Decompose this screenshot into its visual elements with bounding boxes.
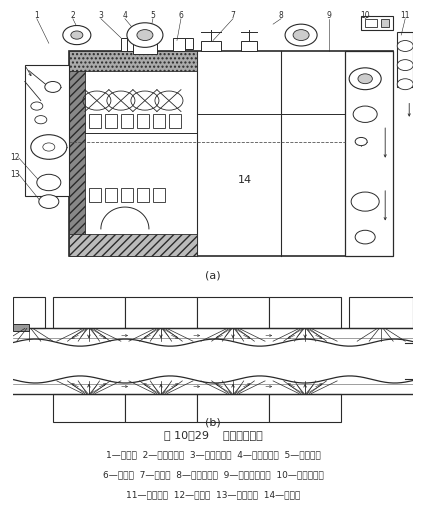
Circle shape bbox=[353, 106, 377, 122]
Circle shape bbox=[31, 102, 43, 110]
Bar bbox=[269, 394, 341, 422]
Circle shape bbox=[355, 138, 367, 145]
Text: 6: 6 bbox=[178, 12, 184, 20]
Text: (a): (a) bbox=[205, 270, 221, 280]
Bar bbox=[397, 33, 413, 87]
Bar bbox=[173, 38, 185, 51]
Bar bbox=[89, 114, 101, 128]
Bar bbox=[153, 114, 165, 128]
Circle shape bbox=[351, 192, 379, 211]
Bar bbox=[185, 38, 193, 49]
Circle shape bbox=[355, 230, 375, 244]
Bar bbox=[349, 297, 413, 329]
Circle shape bbox=[39, 195, 59, 208]
Bar bbox=[53, 394, 125, 422]
Text: 2: 2 bbox=[70, 12, 75, 20]
Bar bbox=[197, 394, 269, 422]
Bar bbox=[241, 40, 257, 51]
Text: 13: 13 bbox=[10, 170, 20, 179]
Circle shape bbox=[349, 68, 381, 90]
Text: 5: 5 bbox=[150, 12, 155, 20]
Text: 11: 11 bbox=[400, 12, 410, 20]
Bar bbox=[69, 51, 393, 256]
Bar bbox=[365, 19, 377, 27]
Text: 7: 7 bbox=[230, 12, 236, 20]
Bar bbox=[137, 188, 149, 202]
Text: 14: 14 bbox=[238, 175, 252, 185]
Bar bbox=[105, 114, 117, 128]
Circle shape bbox=[358, 74, 372, 83]
Circle shape bbox=[71, 31, 83, 39]
Bar bbox=[137, 114, 149, 128]
Text: 12: 12 bbox=[10, 153, 20, 162]
Text: 6—上风嘴  7—排气口  8—风机电动机  9—输送网电动机  10—出绸电动机: 6—上风嘴 7—排气口 8—风机电动机 9—输送网电动机 10—出绸电动机 bbox=[103, 470, 323, 480]
Bar bbox=[25, 65, 69, 196]
Bar bbox=[201, 40, 221, 51]
Bar bbox=[269, 297, 341, 329]
Circle shape bbox=[397, 40, 413, 51]
Bar bbox=[105, 188, 117, 202]
Bar bbox=[169, 114, 181, 128]
Bar bbox=[53, 297, 125, 329]
Circle shape bbox=[127, 23, 163, 47]
Text: 10: 10 bbox=[360, 12, 370, 20]
Bar bbox=[345, 51, 393, 256]
Circle shape bbox=[31, 135, 67, 159]
Text: 11—出绸装置  12—下风嘴  13—下稳压箱  14—传送网: 11—出绸装置 12—下风嘴 13—下稳压箱 14—传送网 bbox=[126, 490, 300, 500]
Bar bbox=[13, 297, 45, 329]
Circle shape bbox=[285, 24, 317, 46]
Circle shape bbox=[35, 116, 47, 124]
Bar bbox=[125, 394, 197, 422]
Text: 3: 3 bbox=[98, 12, 104, 20]
Text: 图 10－29    气垫式烘燥机: 图 10－29 气垫式烘燥机 bbox=[164, 430, 262, 440]
Circle shape bbox=[293, 29, 309, 40]
Text: 8: 8 bbox=[279, 12, 283, 20]
Bar bbox=[133, 38, 157, 54]
Bar bbox=[381, 19, 389, 27]
Bar bbox=[125, 297, 197, 329]
Text: 1: 1 bbox=[35, 12, 39, 20]
Circle shape bbox=[63, 26, 91, 45]
Bar bbox=[121, 38, 133, 51]
Circle shape bbox=[397, 60, 413, 70]
Text: 4: 4 bbox=[122, 12, 127, 20]
Text: 9: 9 bbox=[327, 12, 331, 20]
Bar bbox=[121, 114, 133, 128]
Bar bbox=[153, 188, 165, 202]
Bar bbox=[13, 324, 29, 331]
Bar bbox=[121, 188, 133, 202]
Circle shape bbox=[397, 79, 413, 90]
Circle shape bbox=[37, 174, 61, 191]
Circle shape bbox=[45, 81, 61, 92]
Bar bbox=[361, 16, 393, 29]
Bar bbox=[89, 188, 101, 202]
Text: 1—进绸架  2—进绸电动机  3—叶形导布辊  4—垂直导布翼  5—循环风机: 1—进绸架 2—进绸电动机 3—叶形导布辊 4—垂直导布翼 5—循环风机 bbox=[106, 450, 320, 460]
Bar bbox=[69, 51, 197, 70]
Bar bbox=[69, 234, 197, 256]
Bar bbox=[197, 297, 269, 329]
Text: (b): (b) bbox=[205, 418, 221, 428]
Circle shape bbox=[137, 29, 153, 40]
Bar bbox=[69, 51, 85, 256]
